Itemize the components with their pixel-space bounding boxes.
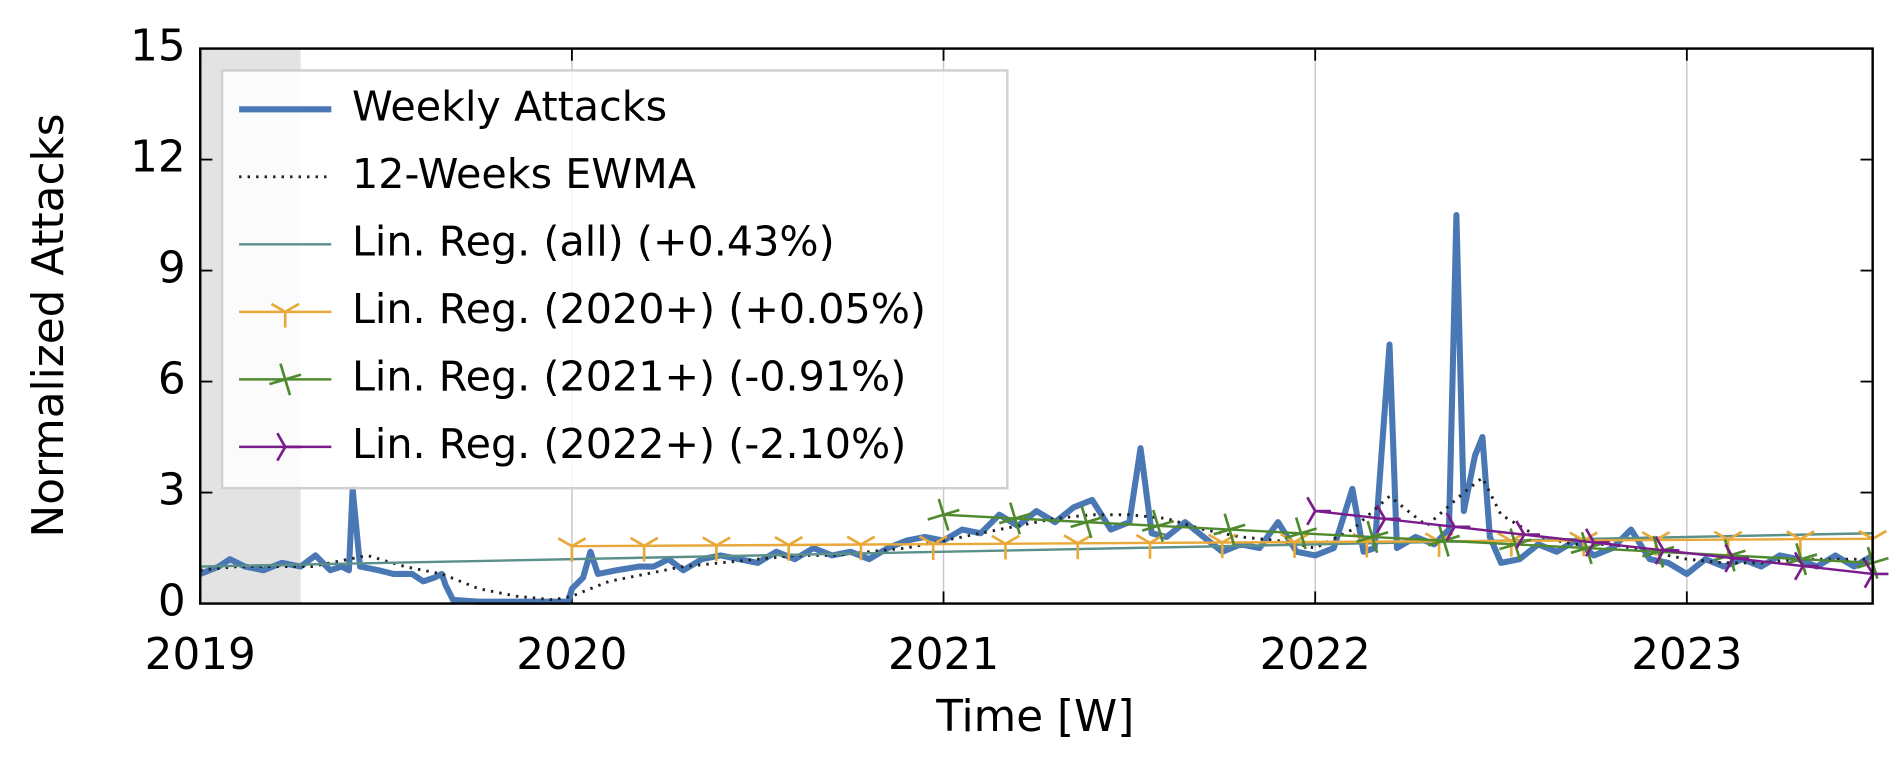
marker — [846, 535, 876, 561]
y-tick-label: 15 — [130, 21, 186, 72]
marker — [557, 537, 587, 562]
marker — [276, 432, 301, 462]
marker — [1427, 524, 1461, 557]
legend-label: 12-Weeks EWMA — [352, 150, 696, 198]
y-tick-label: 3 — [158, 465, 186, 516]
marker — [1785, 542, 1818, 576]
x-tick-label: 2020 — [516, 629, 627, 680]
legend-box — [220, 69, 1009, 490]
marker — [774, 535, 804, 561]
marker — [1356, 520, 1389, 554]
x-tick-label: 2019 — [145, 629, 256, 680]
y-tick-label: 6 — [158, 354, 186, 405]
marker — [1207, 533, 1237, 559]
x-tick-label: 2022 — [1260, 629, 1371, 680]
marker — [991, 534, 1020, 560]
marker — [270, 302, 300, 328]
x-axis-label: Time [W] — [935, 691, 1134, 742]
x-tick-label: 2021 — [888, 629, 999, 680]
y-tick-label: 9 — [158, 243, 186, 294]
legend-label: Lin. Reg. (2020+) (+0.05%) — [352, 285, 926, 333]
marker — [1063, 534, 1093, 560]
marker — [1793, 551, 1819, 581]
marker — [1141, 509, 1175, 543]
marker — [1570, 531, 1603, 565]
legend-label: Lin. Reg. (all) (+0.43%) — [352, 217, 835, 265]
legend: Weekly Attacks 12-Weeks EWMA Lin. Reg. (al… — [220, 69, 1009, 490]
marker — [1070, 505, 1103, 539]
marker — [629, 536, 659, 562]
marker — [1724, 543, 1750, 573]
marker — [1642, 535, 1675, 568]
plot-frame — [199, 47, 1874, 605]
marker — [1584, 528, 1610, 557]
marker — [1375, 504, 1401, 534]
x-tick-label: 2023 — [1631, 629, 1742, 680]
series-line — [200, 532, 1873, 568]
legend-label: Weekly Attacks — [352, 82, 667, 130]
marker — [998, 502, 1032, 535]
y-tick-label: 0 — [158, 576, 186, 627]
marker — [1213, 513, 1246, 546]
marker — [927, 498, 960, 531]
y-axis-label: Normalized Attacks — [23, 113, 74, 537]
marker — [1284, 517, 1318, 550]
marker — [1515, 520, 1541, 550]
series-line — [200, 476, 1873, 602]
legend-label: Lin. Reg. (2021+) (-0.91%) — [352, 352, 906, 400]
marker — [1863, 559, 1889, 589]
marker — [1654, 535, 1680, 565]
y-tick-label: 12 — [130, 132, 186, 183]
marker — [702, 536, 731, 562]
marker — [1445, 512, 1471, 542]
series-line — [943, 513, 1873, 565]
marker — [1306, 496, 1331, 526]
legend-label: Lin. Reg. (2022+) (-2.10%) — [352, 420, 906, 468]
marker — [918, 535, 948, 560]
marker — [269, 363, 302, 396]
